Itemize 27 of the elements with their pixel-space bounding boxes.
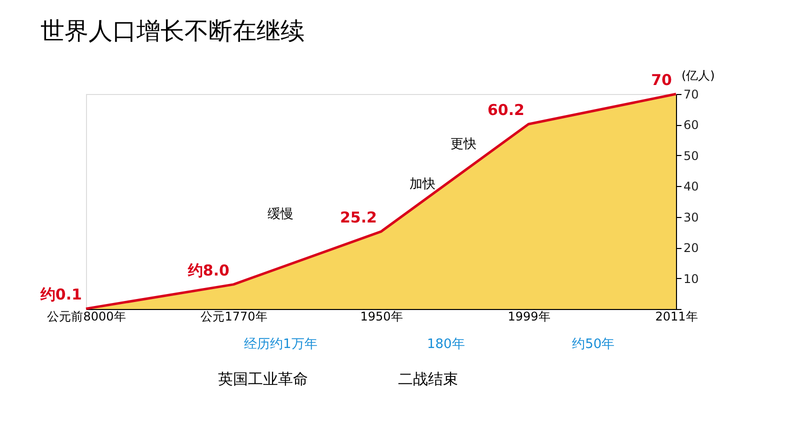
chart-title: 世界人口增长不断在继续 — [40, 17, 304, 45]
text: 经历约1万年 — [244, 337, 318, 352]
data-label: 60.2 — [487, 101, 524, 120]
data-label: 约8.0 — [186, 261, 230, 280]
x-tick-label: 2011年 — [655, 310, 698, 324]
text: 二战结束 — [398, 370, 458, 388]
annotation: 更快 — [450, 137, 477, 152]
y-tick-label: 40 — [684, 180, 699, 194]
y-tick-label: 50 — [684, 148, 699, 163]
y-tick-label: 60 — [684, 118, 699, 132]
y-axis-title: (亿人) — [682, 68, 715, 82]
y-tick-label: 30 — [684, 210, 699, 224]
y-tick-label: 20 — [684, 241, 699, 256]
annotation: 缓慢 — [268, 207, 294, 222]
data-label: 约0.1 — [39, 286, 82, 304]
y-tick-label: 70 — [684, 88, 699, 102]
annotation: 加快 — [409, 177, 436, 192]
data-label: 70 — [651, 71, 672, 89]
x-tick-label: 1950年 — [360, 310, 403, 324]
text: 180年 — [426, 337, 465, 352]
y-tick-label: 10 — [684, 272, 699, 286]
data-label: 25.2 — [340, 208, 377, 227]
x-tick-label: 1999年 — [508, 310, 550, 324]
text: 英国工业革命 — [218, 370, 308, 388]
x-tick-label: 公元前8000年 — [47, 310, 126, 324]
text: 约50年 — [572, 337, 615, 352]
x-tick-label: 公元1770年 — [200, 310, 268, 324]
